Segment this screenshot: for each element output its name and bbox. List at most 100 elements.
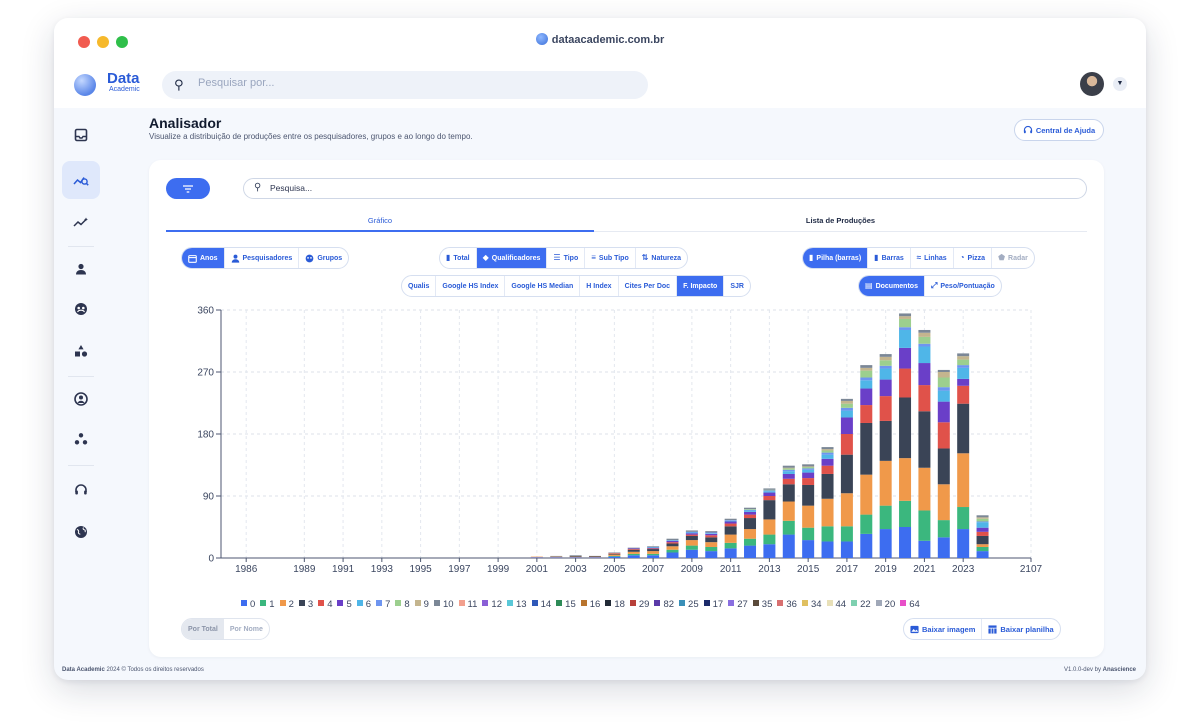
category-option[interactable]: ▮ Total (440, 248, 477, 268)
sort-by-name[interactable]: Por Nome (229, 625, 263, 633)
minimize-window-button[interactable] (97, 36, 109, 48)
bar-segment (802, 505, 815, 528)
sidebar-item-inbox[interactable] (62, 116, 100, 154)
legend-swatch (318, 600, 325, 606)
legend-label: 34 (810, 599, 822, 610)
legend-item[interactable]: 82 (654, 599, 674, 610)
maximize-window-button[interactable] (116, 36, 128, 48)
bar-segment (550, 555, 563, 557)
sidebar-item-network[interactable] (62, 420, 100, 458)
legend-item[interactable]: 10 (433, 599, 454, 610)
help-center-button[interactable]: Central de Ajuda (1014, 119, 1104, 141)
measure-option[interactable]: ⤢ Peso/Pontuação (925, 276, 1001, 296)
bar-segment (782, 478, 795, 485)
legend-label: 29 (638, 599, 650, 610)
category-option[interactable]: ⇅ Natureza (636, 248, 687, 268)
sidebar-item-web[interactable] (62, 513, 100, 551)
sort-by-total[interactable]: Por Total (182, 619, 224, 639)
dimension-option[interactable]: Grupos (299, 248, 348, 268)
sidebar-item-shapes[interactable] (62, 332, 100, 370)
bar-segment (860, 380, 873, 389)
user-avatar[interactable] (1080, 72, 1104, 96)
legend-item[interactable]: 6 (356, 599, 371, 610)
legend-item[interactable]: 15 (556, 599, 576, 610)
logo-title[interactable]: Data (107, 70, 140, 87)
legend-item[interactable]: 27 (728, 599, 748, 610)
dimension-option[interactable]: Anos (182, 248, 225, 268)
bar-segment (744, 529, 757, 539)
measure-option[interactable]: ▤ Documentos (859, 276, 925, 296)
legend-item[interactable]: 5 (337, 599, 352, 610)
qualifier-option[interactable]: H Index (580, 276, 619, 296)
tab-chart[interactable]: Gráfico (166, 210, 594, 232)
chart-type-option[interactable]: ▮ Pilha (barras) (803, 248, 869, 268)
qualifier-option[interactable]: Google HS Index (436, 276, 506, 296)
sidebar-item-profile[interactable] (62, 380, 100, 418)
legend-item[interactable]: 1 (260, 599, 275, 610)
legend-label: 44 (835, 599, 847, 610)
legend-item[interactable]: 14 (531, 599, 551, 610)
chart-type-option[interactable]: ◔ Pizza (954, 248, 993, 268)
legend-item[interactable]: 0 (241, 599, 255, 610)
bar-segment (782, 465, 795, 468)
legend-item[interactable]: 7 (376, 599, 390, 610)
legend-item[interactable]: 2 (279, 599, 294, 610)
legend-item[interactable]: 25 (679, 599, 699, 610)
legend-item[interactable]: 3 (298, 599, 313, 610)
category-option[interactable]: ◆ Qualificadores (476, 248, 548, 268)
legend-item[interactable]: 34 (801, 599, 822, 610)
qualifier-option[interactable]: Google HS Median (505, 276, 581, 296)
category-option[interactable]: ☰ Tipo (547, 248, 586, 268)
legend-item[interactable]: 8 (395, 599, 410, 610)
download-image-button[interactable]: Baixar imagem (904, 619, 983, 639)
legend-item[interactable]: 20 (875, 599, 895, 610)
bar-segment (724, 548, 737, 558)
filter-button[interactable] (166, 178, 210, 199)
legend-item[interactable]: 44 (826, 599, 847, 610)
bar-segment (744, 538, 757, 546)
qualifier-option[interactable]: Qualis (402, 276, 437, 296)
bar-segment (569, 557, 582, 558)
chart-type-option[interactable]: ≈ Linhas (911, 248, 954, 268)
chart-type-option[interactable]: ⬟ Radar (992, 248, 1034, 268)
sidebar-item-trends[interactable] (62, 203, 100, 241)
chevron-down-icon[interactable]: ▼ (1113, 77, 1127, 91)
legend-item[interactable]: 36 (777, 599, 797, 610)
bars-icon: ▮ (446, 253, 451, 262)
sidebar-divider (68, 465, 94, 466)
legend-item[interactable]: 17 (703, 599, 723, 610)
legend-item[interactable]: 12 (482, 599, 502, 610)
line-chart-icon: ≈ (916, 253, 922, 262)
legend-item[interactable]: 35 (752, 599, 772, 610)
legend-item[interactable]: 18 (605, 599, 625, 610)
card-search-input[interactable] (270, 183, 970, 193)
sidebar-item-researchers[interactable] (62, 250, 100, 288)
global-search-input[interactable] (198, 77, 618, 89)
legend-swatch (826, 600, 833, 606)
legend-item[interactable]: 16 (580, 599, 600, 610)
tab-productions-list[interactable]: Lista de Produções (594, 210, 1087, 232)
close-window-button[interactable] (78, 36, 90, 48)
qualifier-option[interactable]: SJR (730, 282, 744, 290)
legend-item[interactable]: 22 (851, 599, 871, 610)
sidebar-item-support[interactable] (62, 471, 100, 509)
category-option[interactable]: ≡ Sub Tipo (585, 248, 636, 268)
address-bar[interactable]: dataacademic.com.br (54, 33, 1146, 46)
legend-swatch (241, 600, 247, 606)
legend-item[interactable]: 13 (507, 599, 527, 610)
logo-icon[interactable] (74, 74, 96, 96)
legend-item[interactable]: 64 (900, 599, 920, 610)
bar-segment (918, 467, 931, 511)
chart-type-option[interactable]: ▮ Barras (868, 248, 911, 268)
legend-item[interactable]: 11 (458, 599, 477, 610)
legend-item[interactable]: 9 (414, 599, 429, 610)
download-sheet-button[interactable]: Baixar planilha (982, 619, 1059, 639)
sidebar-item-analyzer[interactable] (62, 161, 100, 199)
bar-segment (918, 343, 931, 347)
sidebar-item-groups[interactable] (62, 290, 100, 328)
qualifier-option[interactable]: F. Impacto (677, 276, 725, 296)
qualifier-option[interactable]: Cites Per Doc (619, 276, 678, 296)
dimension-option[interactable]: Pesquisadores (225, 248, 300, 268)
legend-item[interactable]: 4 (318, 599, 332, 610)
legend-item[interactable]: 29 (629, 599, 650, 610)
